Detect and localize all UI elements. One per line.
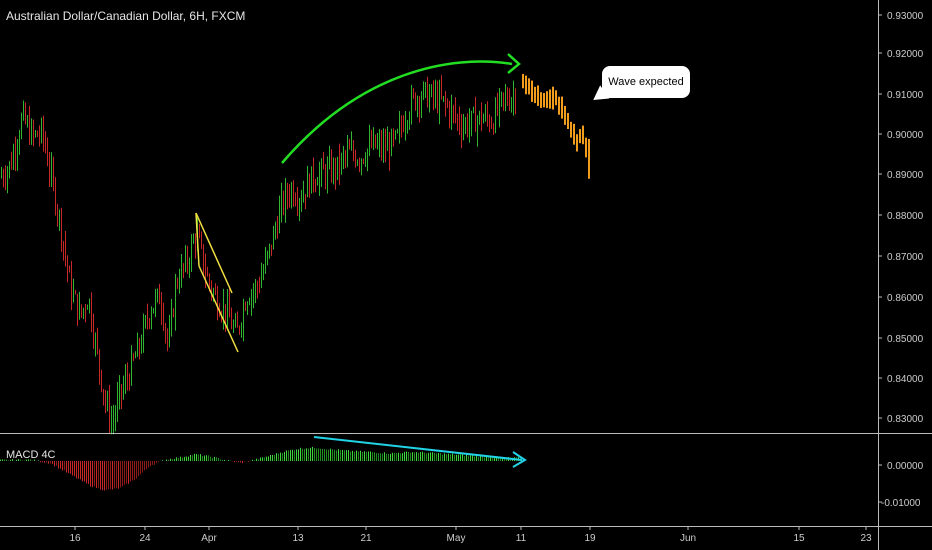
macd-label: MACD 4C xyxy=(6,449,56,461)
y-tick-label: 0.86000 xyxy=(887,293,924,304)
x-tick-label: 24 xyxy=(139,533,151,544)
macd-histogram xyxy=(0,446,521,491)
projection-bar xyxy=(585,137,587,158)
x-tick-label: 21 xyxy=(360,533,372,544)
projection-bar xyxy=(525,75,527,95)
projection-bar xyxy=(570,121,572,138)
projection-bar xyxy=(567,112,569,129)
projection-bar xyxy=(579,129,581,144)
projection-bar xyxy=(564,105,566,125)
x-tick-label: 15 xyxy=(793,533,805,544)
y-tick-label: 0.89000 xyxy=(887,170,924,181)
x-tick-label: 11 xyxy=(516,533,527,544)
candles xyxy=(1,75,516,435)
projection-bar xyxy=(528,78,530,95)
macd-y-tick-label: 0.00000 xyxy=(887,461,924,472)
divergence-line xyxy=(313,436,523,461)
green-curve-arrow xyxy=(281,60,513,164)
projection-bar xyxy=(546,91,548,108)
projection-bar xyxy=(552,86,554,110)
x-tick-label: 19 xyxy=(584,533,596,544)
projection-bar xyxy=(540,92,542,108)
chart-title: Australian Dollar/Canadian Dollar, 6H, F… xyxy=(6,9,246,23)
projection-bar xyxy=(561,96,563,119)
green-arrowhead xyxy=(507,53,521,74)
x-tick-label: Jun xyxy=(680,533,696,544)
x-tick-label: May xyxy=(447,533,466,544)
x-tick-label: Apr xyxy=(201,533,217,544)
y-tick-label: 0.90000 xyxy=(887,130,924,141)
y-tick-label: 0.91000 xyxy=(887,90,924,101)
y-tick-label: 0.85000 xyxy=(887,334,924,345)
wave-callout: Wave expected xyxy=(602,66,690,98)
y-tick-label: 0.83000 xyxy=(887,414,924,425)
y-tick-label: 0.93000 xyxy=(887,11,924,22)
annotations xyxy=(195,53,527,468)
channel-left xyxy=(195,212,200,267)
divergence-arrowhead xyxy=(512,451,527,468)
macd-y-tick-label: -0.01000 xyxy=(881,498,921,509)
projection-bars xyxy=(522,73,590,179)
projection-bar xyxy=(543,93,545,108)
y-tick-label: 0.88000 xyxy=(887,211,924,222)
y-tick-label: 0.84000 xyxy=(887,374,924,385)
y-tick-label: 0.92000 xyxy=(887,49,924,60)
y-tick-label: 0.87000 xyxy=(887,252,924,263)
projection-bar xyxy=(573,123,575,145)
channel-upper xyxy=(195,212,233,294)
projection-bar xyxy=(534,86,536,104)
x-tick-label: 13 xyxy=(292,533,304,544)
channel-lower xyxy=(198,265,239,353)
projection-bar xyxy=(558,96,560,115)
projection-bar xyxy=(555,90,557,106)
projection-bar xyxy=(522,73,524,89)
projection-bar xyxy=(576,134,578,152)
projection-bar xyxy=(549,89,551,109)
x-tick-label: 16 xyxy=(69,533,81,544)
projection-bar xyxy=(582,125,584,145)
x-tick-label: 23 xyxy=(860,533,872,544)
projection-bar xyxy=(537,85,539,106)
projection-bar xyxy=(531,80,533,102)
